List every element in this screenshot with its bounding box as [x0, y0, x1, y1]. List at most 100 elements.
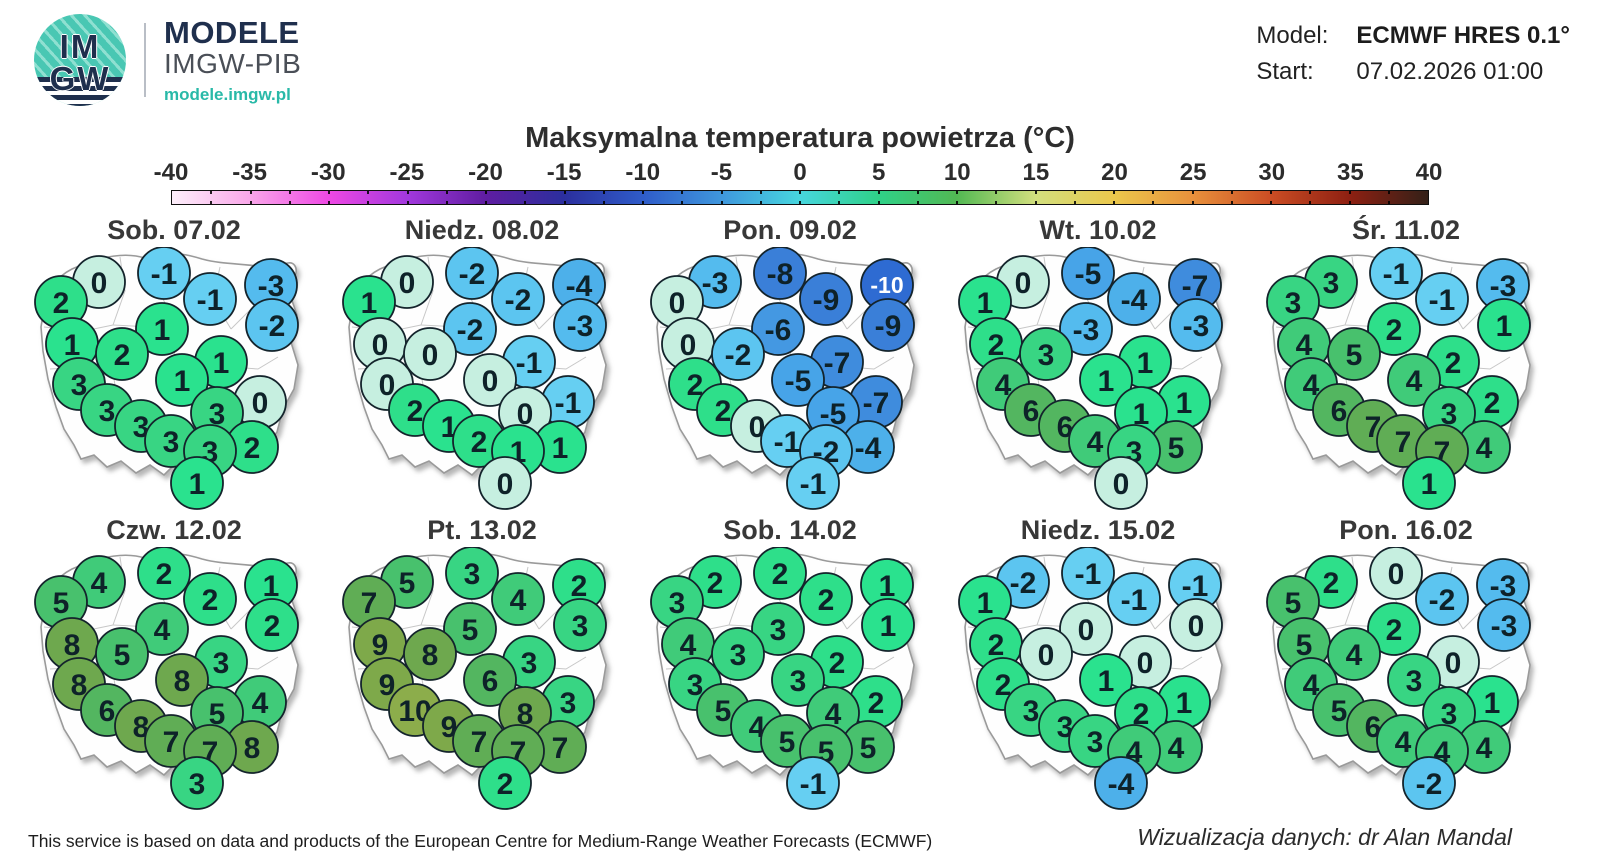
colorbar-tick: [799, 201, 801, 204]
map-panel: Czw. 12.02 4 2 1 2 5 2 4 8 5 3 8 8 4 6 5 8 7 8 7 3: [20, 513, 328, 813]
temp-circle: [1367, 602, 1421, 656]
temp-value: -3: [702, 267, 729, 300]
colorbar-tick-label: -10: [625, 159, 661, 186]
colorbar-tick: [956, 201, 958, 204]
temp-circle: [137, 547, 191, 600]
colorbar-tick: [210, 191, 213, 194]
temp-circle: [137, 247, 191, 300]
colorbar-tick-label: -30: [310, 159, 346, 186]
temp-circle: [183, 572, 237, 626]
colorbar-tick-label: -20: [468, 159, 503, 186]
temp-value: 1: [1496, 310, 1513, 343]
temp-circle: [1402, 456, 1456, 510]
temp-value: 1: [174, 365, 191, 398]
temp-value: 5: [1331, 695, 1348, 728]
map-panel: Sob. 07.02 0 -1 -3 -1 2 -2 1 1 2 1 1 3 0 3 3 3 3 2 3 1: [20, 213, 328, 513]
temp-circle: [403, 627, 457, 681]
temp-value: -5: [785, 365, 812, 398]
temp-value: 2: [995, 669, 1012, 702]
temp-circle: [799, 572, 853, 626]
temp-value: 2: [53, 287, 70, 320]
map-panel: Śr. 11.02 3 -1 -3 -1 3 1 2 4 5 2 4 4 2 6 3 7 7 4 7 1: [1252, 213, 1560, 513]
temp-value: 1: [1176, 687, 1193, 720]
temp-value: 0: [497, 468, 514, 501]
temp-circle: [1079, 653, 1133, 707]
temp-circle: [463, 653, 517, 707]
temp-value: 0: [1113, 468, 1130, 501]
temp-circle: [771, 653, 825, 707]
imgw-logo: IM GW: [34, 14, 126, 106]
colorbar-tick: [524, 191, 527, 194]
colorbar-tick: [1191, 191, 1194, 194]
temp-circle: [1079, 353, 1133, 407]
temp-value: 2: [687, 369, 704, 402]
colorbar-tick: [1113, 201, 1115, 204]
map-title: Czw. 12.02: [106, 515, 242, 545]
temp-value: 0: [252, 387, 269, 420]
temp-value: 0: [91, 267, 108, 300]
temp-value: 3: [1406, 665, 1423, 698]
colorbar-tick: [995, 201, 998, 204]
colorbar-tick: [799, 191, 801, 194]
temp-value: -1: [151, 258, 178, 291]
temp-value: 3: [1023, 695, 1040, 728]
temp-circle: [170, 756, 224, 810]
temp-circle: [786, 756, 840, 810]
temp-value: 1: [1137, 347, 1154, 380]
colorbar-tick: [328, 201, 330, 204]
temp-value: -3: [1490, 570, 1517, 603]
temp-value: 5: [1168, 432, 1185, 465]
temp-value: -1: [1075, 558, 1102, 591]
temp-value: 3: [669, 587, 686, 620]
temp-circle: [1107, 272, 1161, 326]
temp-value: 0: [1137, 647, 1154, 680]
temp-value: 4: [1476, 432, 1493, 465]
colorbar-tick: [720, 191, 723, 194]
temp-value: 4: [1087, 426, 1104, 459]
temp-value: -3: [1073, 314, 1100, 347]
temp-value: 0: [399, 267, 416, 300]
footer-credit: Wizualizacja danych: dr Alan Mandal: [1137, 824, 1512, 850]
temp-circle: [135, 302, 189, 356]
temp-circle: [786, 456, 840, 510]
temp-value: 3: [687, 669, 704, 702]
colorbar-tick: [1113, 191, 1115, 194]
temp-value: 2: [1133, 698, 1150, 731]
temp-value: 2: [1386, 614, 1403, 647]
temp-value: 5: [715, 695, 732, 728]
temp-circle: [1019, 627, 1073, 681]
temp-value: 3: [770, 614, 787, 647]
map-title: Niedz. 08.02: [404, 215, 560, 245]
temp-value: 3: [1441, 398, 1458, 431]
temp-value: 2: [988, 329, 1005, 362]
temp-value: 5: [1285, 587, 1302, 620]
temp-value: 3: [1323, 267, 1340, 300]
map-title: Pon. 09.02: [723, 215, 857, 245]
colorbar-tick: [1073, 191, 1076, 194]
temp-value: 1: [977, 287, 994, 320]
temp-circle: [1369, 247, 1423, 300]
temp-circle: [1059, 302, 1113, 356]
temp-circle: [95, 627, 149, 681]
colorbar-tick: [838, 191, 841, 194]
temp-value: -1: [1383, 258, 1410, 291]
map-panel: Pon. 16.02 2 0 -3 -2 5 -3 2 5 4 0 3 4 1 5 3 6 4 4 4 -2: [1252, 513, 1560, 813]
temp-value: -5: [1075, 258, 1102, 291]
temp-value: 1: [1098, 665, 1115, 698]
temp-value: -2: [1416, 768, 1443, 801]
temp-circle: [1369, 547, 1423, 600]
temp-value: 2: [988, 629, 1005, 662]
colorbar-labels: -40 -35 -30 -25 -20 -15 -10 -5 0 5 10 15 20 25 30 35 40: [154, 157, 1443, 190]
temp-value: 2: [202, 584, 219, 617]
map-title: Wt. 10.02: [1039, 215, 1157, 245]
temp-value: -3: [258, 270, 285, 303]
temp-circle: [861, 598, 915, 652]
temp-circle: [753, 247, 807, 300]
temp-circle: [1169, 598, 1223, 652]
temp-value: 0: [1445, 647, 1462, 680]
temp-value: 1: [552, 432, 569, 465]
colorbar-tick: [681, 201, 684, 204]
